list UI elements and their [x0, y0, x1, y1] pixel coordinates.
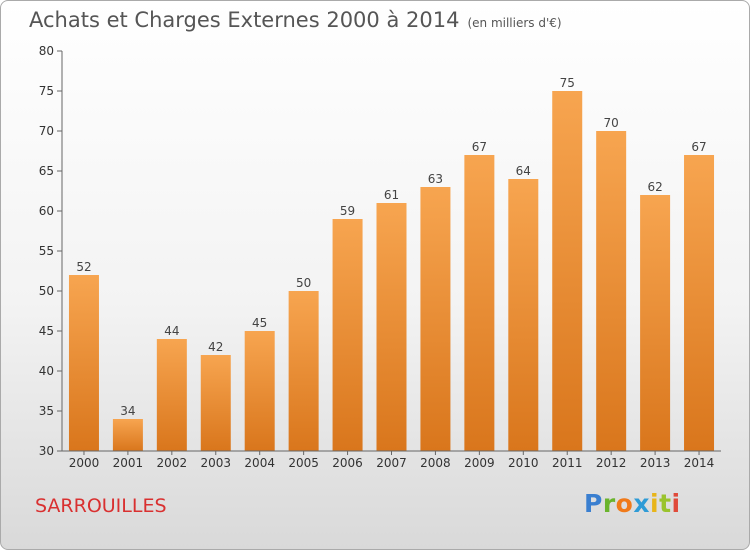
x-tick-label: 2012	[596, 456, 627, 470]
bar-2009	[464, 155, 495, 451]
x-tick-label: 2013	[640, 456, 671, 470]
bar-2003	[200, 355, 231, 451]
bar-value-label: 63	[428, 172, 443, 186]
logo-letter: i	[671, 489, 681, 518]
bar-value-label: 50	[296, 276, 311, 290]
bar-value-label: 61	[384, 188, 399, 202]
bar-2012	[596, 131, 627, 451]
x-tick-label: 2006	[332, 456, 363, 470]
bar-value-label: 62	[647, 180, 662, 194]
logo-letter: r	[602, 489, 616, 518]
y-tick-label: 45	[39, 324, 54, 338]
x-tick-label: 2014	[684, 456, 715, 470]
bar-value-label: 45	[252, 316, 267, 330]
bar-2002	[156, 339, 187, 451]
y-tick-label: 30	[39, 444, 54, 458]
bar-2004	[244, 331, 275, 451]
y-tick-label: 60	[39, 204, 54, 218]
x-tick-label: 2005	[288, 456, 319, 470]
bar-2014	[684, 155, 715, 451]
x-tick-label: 2007	[376, 456, 407, 470]
y-tick-label: 50	[39, 284, 54, 298]
bar-value-label: 34	[120, 404, 135, 418]
logo-letter: o	[615, 489, 634, 518]
x-tick-label: 2003	[200, 456, 231, 470]
bar-2013	[640, 195, 671, 451]
proxiti-logo[interactable]: Proxiti	[584, 489, 681, 518]
y-tick-label: 35	[39, 404, 54, 418]
chart-title: Achats et Charges Externes 2000 à 2014 (e…	[29, 8, 562, 32]
bar-value-label: 70	[604, 116, 619, 130]
y-tick-label: 55	[39, 244, 54, 258]
x-tick-label: 2000	[69, 456, 100, 470]
logo-letter: t	[659, 489, 672, 518]
logo-letter: i	[650, 489, 660, 518]
bar-2007	[376, 203, 407, 451]
x-tick-label: 2001	[113, 456, 144, 470]
bar-2010	[508, 179, 539, 451]
logo-letter: P	[584, 489, 603, 518]
bar-value-label: 52	[76, 260, 91, 274]
x-tick-label: 2011	[552, 456, 583, 470]
y-tick-label: 65	[39, 164, 54, 178]
chart-unit-label: (en milliers d'€)	[467, 16, 562, 30]
chart-title-text: Achats et Charges Externes 2000 à 2014	[29, 8, 460, 32]
y-axis: 30 35 40 45 50 55 60 65 70 75 80	[39, 44, 63, 458]
y-tick-label: 75	[39, 84, 54, 98]
bar-value-label: 64	[516, 164, 531, 178]
bar-value-label: 67	[472, 140, 487, 154]
x-tick-label: 2009	[464, 456, 495, 470]
y-tick-label: 70	[39, 124, 54, 138]
bar-2005	[288, 291, 319, 451]
bar-value-label: 75	[560, 76, 575, 90]
bar-value-label: 59	[340, 204, 355, 218]
y-tick-label: 40	[39, 364, 54, 378]
x-axis: 2000 2001 2002 2003 2004 2005 2006 2007 2008 2009…	[62, 450, 721, 470]
x-tick-label: 2002	[157, 456, 188, 470]
commune-name: SARROUILLES	[35, 495, 167, 517]
logo-letter: x	[633, 489, 650, 518]
bar-value-label: 44	[164, 324, 179, 338]
bar-value-label: 42	[208, 340, 223, 354]
x-tick-label: 2010	[508, 456, 539, 470]
y-tick-label: 80	[39, 44, 54, 58]
bar-2000	[68, 275, 99, 451]
bar-2011	[552, 91, 583, 451]
bar-2006	[332, 219, 363, 451]
bar-value-label: 67	[691, 140, 706, 154]
x-tick-label: 2008	[420, 456, 451, 470]
bars-group: 52 34 44 42 45 50 59 61 63 67 64 75 70 62 67	[68, 76, 715, 451]
bar-2008	[420, 187, 451, 451]
x-tick-label: 2004	[244, 456, 275, 470]
bar-2001	[112, 419, 143, 451]
